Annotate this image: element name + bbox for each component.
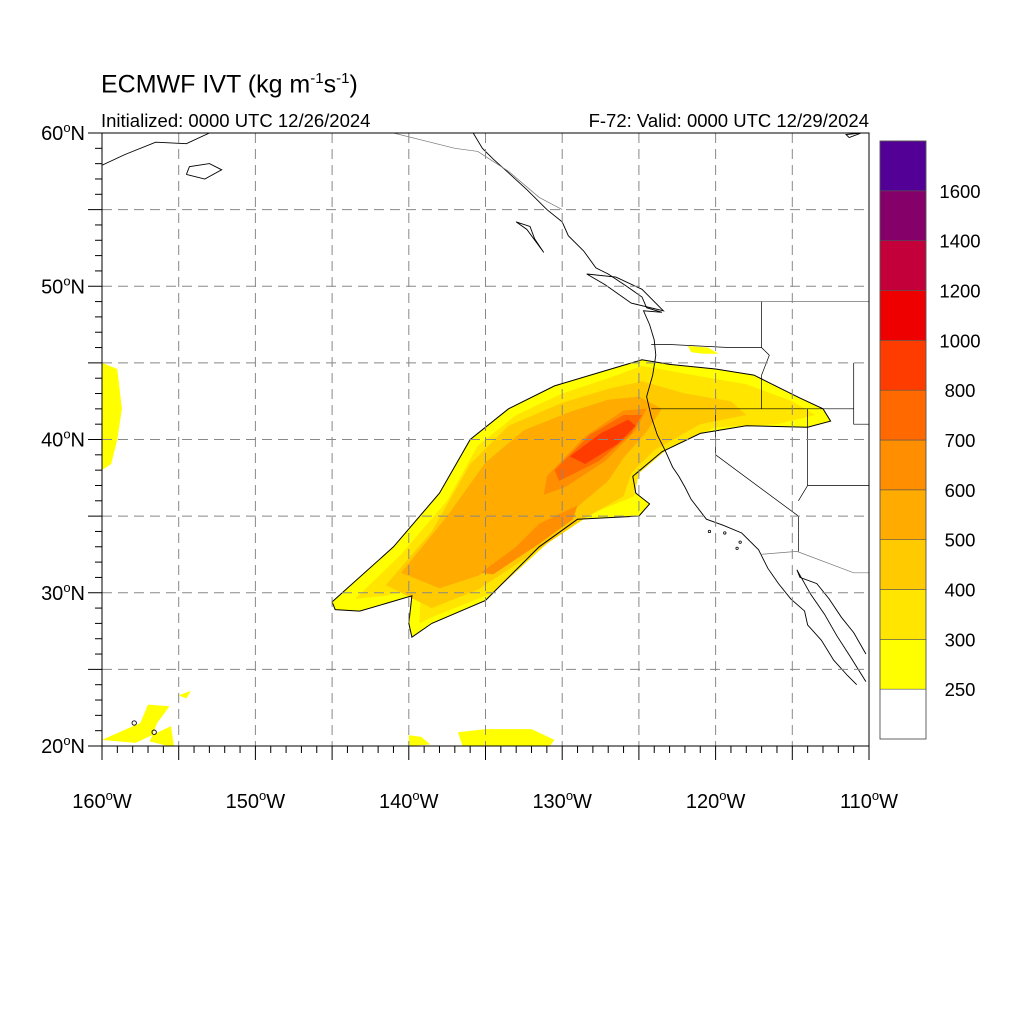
colorbar-label-800: 800	[945, 380, 976, 401]
california-nevada-border	[715, 408, 799, 552]
ivt-patch-hawaii-small	[178, 690, 191, 699]
channel-island-3	[735, 546, 739, 550]
channel-island-0	[707, 529, 712, 534]
lat-label-20: 20oN	[41, 733, 85, 758]
vancouver-island	[586, 273, 665, 312]
lon-label-140: 140oW	[379, 788, 439, 813]
far-northeast-coast	[845, 133, 862, 139]
chart-title: ECMWF IVT (kg m-1s-1)	[101, 70, 358, 99]
colorbar-label-1200: 1200	[939, 281, 980, 302]
lon-label-120: 120oW	[686, 788, 746, 813]
axis-ticks	[88, 132, 870, 760]
channel-island-1	[723, 531, 727, 535]
gulf-of-california-coast	[796, 569, 867, 682]
colorbar: 250 300 400 500 600 700 800 1000 1200 1400 1600	[879, 140, 981, 740]
colorbar-label-250: 250	[945, 679, 976, 700]
alaska-canada-border	[393, 133, 563, 210]
lon-label-150: 150oW	[226, 788, 286, 813]
alaska-peninsula-coast	[102, 133, 210, 166]
lat-label-50: 50oN	[41, 273, 85, 298]
colorbar-swatch-11	[879, 140, 927, 192]
title-unit-s: s	[323, 70, 337, 99]
lat-label-60: 60oN	[41, 120, 85, 145]
axis-tick-labels: 20oN 30oN 40oN 50oN 60oN 160oW 150oW 140oW 130oW…	[41, 120, 898, 813]
colorbar-swatch-2	[879, 589, 927, 640]
coastlines-and-borders	[102, 133, 869, 755]
colorbar-label-1400: 1400	[939, 231, 980, 252]
lon-label-160: 160oW	[72, 788, 132, 813]
ivt-shaded-field	[102, 346, 832, 746]
colorbar-swatch-9	[879, 240, 927, 291]
utah-wyoming-border	[853, 362, 869, 425]
colorbar-label-600: 600	[945, 480, 976, 501]
colorbar-swatch-3	[879, 539, 927, 590]
lon-label-110: 110oW	[840, 788, 898, 813]
colorbar-swatch-10	[879, 190, 927, 241]
colorbar-label-400: 400	[945, 580, 976, 601]
ivt-patch-south-2	[457, 729, 555, 746]
haida-gwaii	[515, 221, 545, 253]
colorbar-swatch-6	[879, 389, 927, 441]
title-exponent-2: -1	[336, 70, 350, 87]
colorbar-swatch-5	[879, 439, 927, 491]
ivt-plume-outline	[331, 359, 832, 639]
valid-time-label: F-72: Valid: 0000 UTC 12/29/2024	[588, 110, 869, 131]
kodiak-island	[185, 163, 223, 180]
channel-island-2	[738, 540, 742, 544]
ivt-patch-hawaii	[102, 704, 174, 746]
title-close-paren: )	[349, 70, 358, 99]
ivt-patch-west-edge	[102, 362, 122, 471]
colorbar-swatch-8	[879, 290, 927, 341]
colorbar-label-300: 300	[945, 629, 976, 650]
us-mexico-border	[760, 551, 869, 574]
ivt-plume-800	[569, 419, 636, 464]
lat-lon-gridlines	[102, 133, 869, 746]
washington-border	[651, 301, 762, 348]
colorbar-frame	[879, 140, 927, 740]
title-exponent-1: -1	[310, 70, 324, 87]
ivt-patch-oregon	[688, 346, 719, 354]
colorbar-swatch-0	[879, 688, 927, 740]
lat-label-30: 30oN	[41, 580, 85, 605]
title-text: ECMWF IVT (kg m	[101, 70, 311, 99]
oregon-idaho-border	[761, 347, 770, 409]
colorbar-swatch-4	[879, 489, 927, 540]
colorbar-label-1600: 1600	[939, 181, 980, 202]
hawaii-island-3	[167, 748, 174, 755]
colorbar-swatch-1	[879, 639, 927, 690]
hawaii-island-2	[151, 729, 157, 735]
hawaii-island-1	[131, 720, 137, 726]
lon-label-130: 130oW	[532, 788, 592, 813]
colorbar-swatch-7	[879, 340, 927, 391]
pacific-coastline	[472, 133, 858, 686]
lat-label-40: 40oN	[41, 427, 85, 452]
init-time-label: Initialized: 0000 UTC 12/26/2024	[101, 110, 371, 131]
colorbar-label-700: 700	[945, 430, 976, 451]
colorbar-label-1000: 1000	[939, 330, 980, 351]
ivt-patch-south-1	[408, 735, 431, 746]
colorbar-label-500: 500	[945, 530, 976, 551]
ivt-plume-600-south	[480, 505, 578, 575]
